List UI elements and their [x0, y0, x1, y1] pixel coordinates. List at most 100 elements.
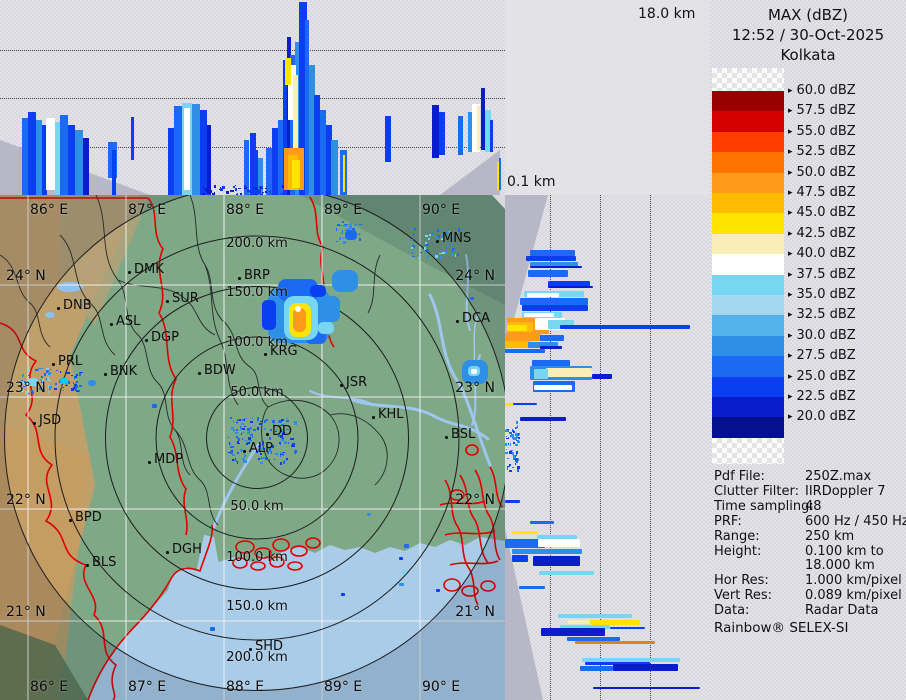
legend-color-band [712, 315, 784, 337]
echo-speckle [38, 367, 41, 370]
scan-datetime: 12:52 / 30-Oct-2025 [731, 26, 885, 44]
echo-speckle [514, 433, 519, 436]
echo-speckle [20, 386, 22, 390]
legend-tick-label: 37.5 dBZ [796, 266, 856, 282]
station-dot [264, 353, 267, 356]
legend-tick: ▸ 35.0 dBZ [788, 287, 856, 302]
metadata-key: Clutter Filter: [714, 483, 799, 499]
longitude-label: 88° E [226, 679, 265, 695]
echo-speckle [258, 188, 261, 192]
station-dot [198, 372, 201, 375]
echo-bar [46, 118, 55, 190]
echo-speckle [79, 371, 83, 374]
echo-speckle [31, 391, 35, 394]
echo-speckle [228, 443, 232, 447]
echo-speckle [27, 369, 30, 372]
echo-bar [439, 112, 445, 155]
legend-color-band [712, 233, 784, 255]
echo-speckle [505, 448, 508, 451]
legend-color-band [712, 172, 784, 194]
station-label: BSL [451, 427, 476, 442]
legend-tick: ▸ 25.0 dBZ [788, 369, 856, 384]
echo-speckle [248, 193, 252, 195]
echo-streak [548, 281, 590, 287]
echo-streak [592, 374, 612, 379]
legend-tick-label: 20.0 dBZ [796, 409, 856, 425]
echo-speckle [31, 390, 34, 393]
longitude-label: 87° E [128, 202, 167, 218]
echo-speckle [246, 441, 250, 443]
legend-tick-label: 55.0 dBZ [796, 123, 856, 139]
echo-speckle [54, 382, 57, 385]
echo-speckle [271, 419, 275, 424]
beam-blind-wedge-graphic [505, 195, 548, 700]
echo-speckle [266, 451, 269, 455]
echo-speckle [437, 234, 441, 238]
echo-speckle [348, 224, 352, 227]
height-gridline [0, 50, 505, 51]
legend-tick-arrow-icon: ▸ [788, 147, 793, 158]
legend-color-band [712, 91, 784, 112]
legend-tick-label: 52.5 dBZ [796, 144, 856, 160]
echo-speckle [509, 451, 513, 455]
echo-speckle [235, 435, 239, 439]
echo-speckle [282, 437, 285, 441]
station-label: JSD [39, 413, 62, 428]
metadata-value: 600 Hz / 450 Hz [805, 513, 906, 529]
legend-tick-label: 25.0 dBZ [796, 368, 856, 384]
echo-speckle [236, 418, 239, 421]
echo-speckle [71, 374, 74, 376]
echo-speckle [243, 460, 247, 464]
echo-streak [507, 325, 527, 331]
echo-speckle [411, 228, 414, 231]
echo-speckle [252, 416, 254, 420]
echo-bar [184, 108, 190, 190]
echo-blob [88, 380, 96, 386]
echo-speckle [202, 187, 205, 190]
station-dot [52, 363, 55, 366]
echo-speckle [438, 229, 442, 232]
echo-speckle [270, 450, 273, 454]
echo-speckle [441, 241, 444, 244]
echo-speckle [268, 459, 271, 461]
metadata-value: IIRDoppler 7 [805, 483, 886, 499]
echo-speckle [47, 377, 50, 380]
echo-speckle [232, 453, 236, 456]
echo-streak [519, 586, 545, 589]
echo-speckle [73, 375, 76, 379]
legend-tick-label: 60.0 dBZ [796, 83, 856, 98]
echo-speckle [279, 461, 283, 465]
station-dot [148, 461, 151, 464]
latitude-label: 23° N [6, 380, 46, 396]
echo-blob [295, 306, 301, 312]
echo-bar [320, 110, 326, 195]
metadata-value: 0.089 km/pixel [805, 588, 902, 604]
metadata-row: Height: 0.100 km to [714, 544, 904, 559]
echo-speckle [346, 228, 350, 231]
metadata-key: PRF: [714, 513, 742, 529]
echo-streak [528, 270, 568, 277]
echo-speckle [435, 255, 439, 259]
echo-bar [68, 125, 75, 195]
echo-blob [345, 230, 357, 240]
radar-site-name: Kolkata [780, 46, 836, 64]
legend-tick-label: 32.5 dBZ [796, 307, 856, 323]
echo-speckle [514, 463, 517, 466]
echo-streak [520, 417, 566, 421]
station-label: BNK [110, 364, 138, 379]
echo-speckle [450, 230, 453, 233]
echo-speckle [446, 234, 448, 237]
echo-bar [472, 104, 480, 152]
echo-speckle [29, 375, 31, 379]
echo-speckle [516, 439, 518, 441]
echo-bar [55, 122, 60, 195]
legend-tick-label: 45.0 dBZ [796, 205, 856, 221]
echo-speckle [239, 426, 242, 428]
echo-bar [244, 140, 249, 195]
echo-speckle [229, 417, 233, 419]
echo-speckle [220, 188, 223, 191]
echo-speckle [516, 466, 521, 469]
station-dot [456, 320, 459, 323]
echo-speckle [236, 421, 239, 424]
station-dot [372, 416, 375, 419]
